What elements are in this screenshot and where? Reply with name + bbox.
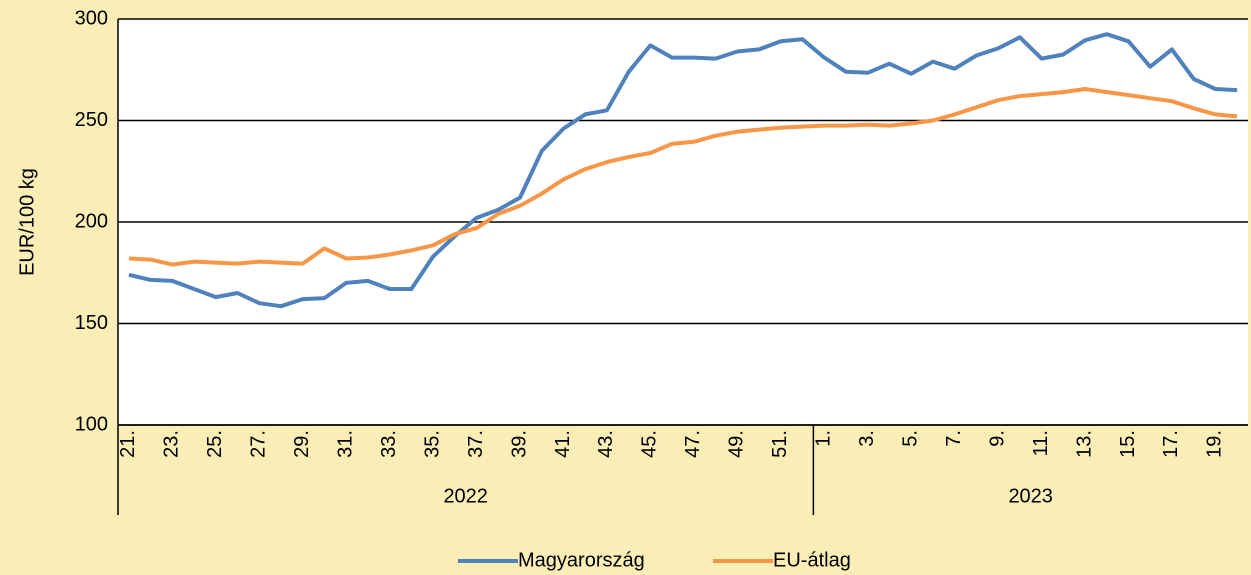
group-label: 2023 bbox=[1008, 485, 1053, 507]
x-tick-label: 11. bbox=[1030, 430, 1052, 456]
x-tick-label: 19. bbox=[1204, 430, 1226, 458]
x-tick-label: 49. bbox=[726, 430, 748, 458]
x-tick-label: 37. bbox=[465, 430, 487, 458]
y-tick-label: 200 bbox=[75, 210, 108, 232]
x-tick-label: 15. bbox=[1117, 430, 1139, 458]
y-axis-label: EUR/100 kg bbox=[16, 168, 38, 276]
x-tick-label: 5. bbox=[899, 430, 921, 447]
line-series bbox=[128, 32, 1238, 309]
legend-label: EU-átlag bbox=[773, 549, 851, 571]
x-tick-label: 17. bbox=[1160, 430, 1182, 458]
x-tick-label: 47. bbox=[682, 430, 704, 458]
line-series bbox=[128, 87, 1238, 267]
x-tick-label: 13. bbox=[1073, 430, 1095, 458]
x-tick-label: 3. bbox=[856, 430, 878, 447]
x-tick-label: 25. bbox=[204, 430, 226, 458]
x-tick-label: 21. bbox=[117, 430, 139, 458]
x-tick-label: 27. bbox=[248, 430, 270, 458]
y-tick-label: 250 bbox=[75, 109, 108, 131]
x-tick-label: 23. bbox=[161, 430, 183, 458]
x-tick-label: 29. bbox=[291, 430, 313, 458]
x-tick-label: 39. bbox=[508, 430, 530, 458]
y-tick-label: 300 bbox=[75, 7, 108, 29]
x-tick-label: 41. bbox=[552, 430, 574, 458]
y-tick-label: 150 bbox=[75, 312, 108, 334]
x-tick-label: 31. bbox=[334, 430, 356, 458]
x-tick-label: 9. bbox=[986, 430, 1008, 447]
x-tick-label: 1. bbox=[813, 430, 835, 447]
y-tick-label: 100 bbox=[75, 413, 108, 435]
x-tick-label: 51. bbox=[769, 430, 791, 458]
group-label: 2022 bbox=[443, 485, 488, 507]
x-tick-label: 33. bbox=[378, 430, 400, 458]
x-tick-label: 35. bbox=[421, 430, 443, 458]
legend-label: Magyarország bbox=[518, 549, 645, 571]
x-tick-label: 45. bbox=[639, 430, 661, 458]
x-tick-label: 7. bbox=[943, 430, 965, 447]
x-tick-label: 43. bbox=[595, 430, 617, 458]
